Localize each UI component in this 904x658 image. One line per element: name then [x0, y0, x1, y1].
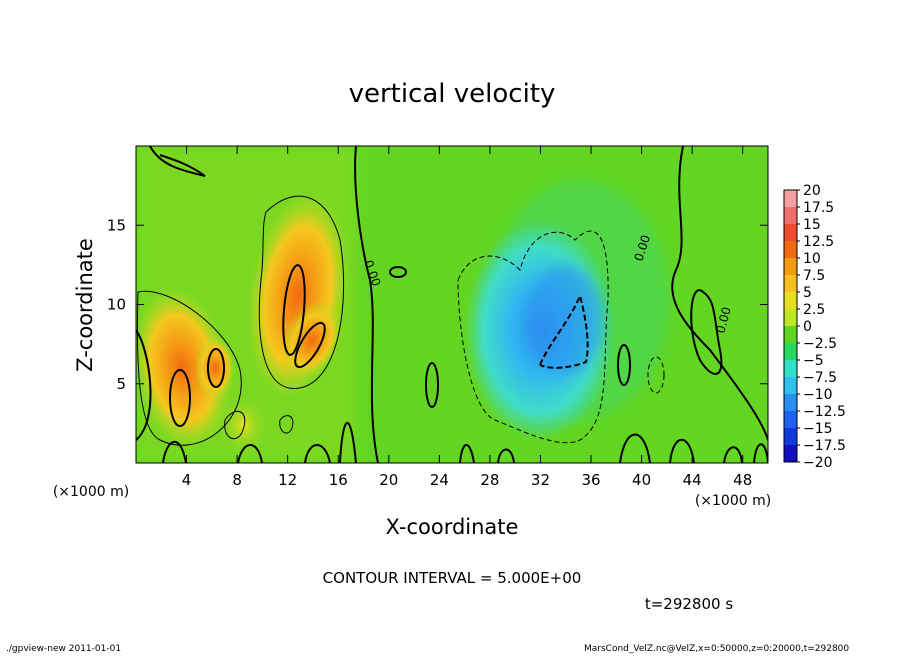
colorbar-swatch [784, 258, 797, 275]
colorbar-swatch [784, 394, 797, 411]
colorbar-swatch [784, 224, 797, 241]
colorbar-label: −7.5 [803, 370, 837, 386]
updraft-left-inner [195, 336, 235, 400]
y-tick-label: 5 [116, 375, 126, 393]
file-info: MarsCond_VelZ.nc@VelZ,x=0:50000,z=0:2000… [584, 644, 849, 654]
x-tick-label: 12 [278, 471, 297, 489]
colorbar-label: −15 [803, 421, 833, 437]
x-tick-label: 4 [182, 471, 192, 489]
colorbar-label: −17.5 [803, 438, 846, 454]
x-axis-label: X-coordinate [386, 515, 519, 539]
colorbar-label: 7.5 [803, 268, 825, 284]
colorbar-swatch [784, 445, 797, 462]
colorbar-swatch [784, 411, 797, 428]
colorbar-swatch [784, 343, 797, 360]
colorbar-label: −2.5 [803, 336, 837, 352]
colorbar-swatch [784, 428, 797, 445]
contour-interval: CONTOUR INTERVAL = 5.000E+00 [323, 569, 582, 587]
colorbar-label: 2.5 [803, 302, 825, 318]
colorbar-label: 0 [803, 319, 812, 335]
y-axis-label: Z-coordinate [73, 238, 97, 372]
colorbar-swatch [784, 309, 797, 326]
x-tick-label: 20 [379, 471, 398, 489]
strong-downdraft-contour [539, 292, 589, 369]
x-tick-label: 16 [329, 471, 348, 489]
x-tick-label: 48 [733, 471, 752, 489]
colorbar-label: 10 [803, 251, 821, 267]
program-info: ./gpview-new 2011-01-01 [6, 644, 121, 654]
colorbar-label: −12.5 [803, 404, 846, 420]
velocity-field: 0.00 0.00 0.00 [136, 146, 768, 463]
x-tick-label: 36 [581, 471, 600, 489]
colorbar-swatch [784, 275, 797, 292]
colorbar-label: 12.5 [803, 234, 834, 250]
colorbar-label: −20 [803, 455, 833, 471]
x-tick-label: 44 [683, 471, 702, 489]
y-unit-label: (×1000 m) [53, 484, 129, 500]
x-tick-label: 24 [430, 471, 449, 489]
colorbar-swatch [784, 360, 797, 377]
y-tick-label: 15 [107, 216, 126, 234]
y-axis: 5 10 15 [107, 216, 768, 393]
x-tick-label: 8 [232, 471, 242, 489]
colorbar-label: 20 [803, 183, 821, 199]
colorbar-swatch [784, 207, 797, 224]
colorbar-label: 17.5 [803, 200, 834, 216]
colorbar-swatch [784, 377, 797, 394]
colorbar-swatch [784, 326, 797, 343]
x-unit-label: (×1000 m) [695, 493, 771, 509]
time-label: t=292800 s [645, 595, 733, 613]
chart-title: vertical velocity [349, 79, 556, 109]
colorbar: 2017.51512.5107.552.50−2.5−5−7.5−10−12.5… [783, 183, 846, 471]
colorbar-label: 15 [803, 217, 821, 233]
contour-label-3: 0.00 [713, 305, 733, 334]
x-axis: 4 8 12 16 20 24 28 32 36 40 44 48 [182, 146, 752, 489]
y-tick-label: 10 [107, 296, 126, 314]
colorbar-label: −5 [803, 353, 824, 369]
x-tick-label: 40 [632, 471, 651, 489]
x-tick-label: 32 [531, 471, 550, 489]
colorbar-swatch [784, 190, 797, 207]
updraft-left [136, 286, 232, 450]
x-tick-label: 28 [480, 471, 499, 489]
colorbar-swatch [784, 292, 797, 309]
colorbar-swatch [784, 241, 797, 258]
colorbar-label: 5 [803, 285, 812, 301]
colorbar-label: −10 [803, 387, 833, 403]
